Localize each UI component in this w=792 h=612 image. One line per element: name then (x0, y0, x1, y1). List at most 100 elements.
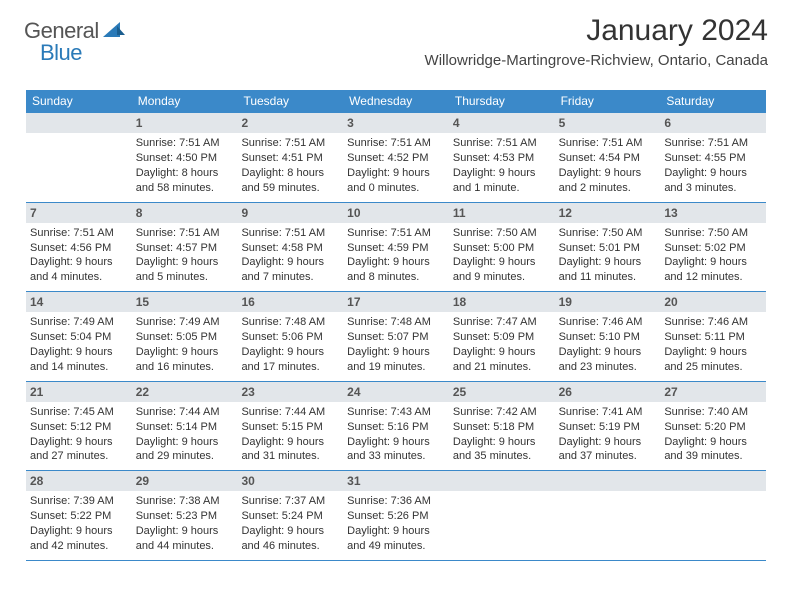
day-info-line: Daylight: 9 hours (559, 345, 657, 360)
day-cell: 27Sunrise: 7:40 AMSunset: 5:20 PMDayligh… (660, 382, 766, 471)
month-title: January 2024 (425, 14, 768, 48)
day-info-line: Sunrise: 7:51 AM (664, 136, 762, 151)
day-info-line: Daylight: 9 hours (559, 166, 657, 181)
day-info-line: Sunset: 4:51 PM (241, 151, 339, 166)
day-info-line: and 4 minutes. (30, 270, 128, 285)
day-cell: 23Sunrise: 7:44 AMSunset: 5:15 PMDayligh… (237, 382, 343, 471)
day-info-line: and 3 minutes. (664, 181, 762, 196)
day-info-line: Daylight: 9 hours (453, 345, 551, 360)
day-number: 20 (660, 292, 766, 312)
day-cell: 5Sunrise: 7:51 AMSunset: 4:54 PMDaylight… (555, 113, 661, 202)
day-number: 16 (237, 292, 343, 312)
day-info-line: Daylight: 9 hours (30, 524, 128, 539)
day-info-line: Daylight: 9 hours (241, 255, 339, 270)
day-cell: 9Sunrise: 7:51 AMSunset: 4:58 PMDaylight… (237, 203, 343, 292)
day-cell: 29Sunrise: 7:38 AMSunset: 5:23 PMDayligh… (132, 471, 238, 560)
day-info-line: Daylight: 9 hours (664, 255, 762, 270)
day-number: 30 (237, 471, 343, 491)
day-info-line: Sunrise: 7:38 AM (136, 494, 234, 509)
day-info-line: and 27 minutes. (30, 449, 128, 464)
day-number: 10 (343, 203, 449, 223)
day-info-line: Sunrise: 7:41 AM (559, 405, 657, 420)
days-of-week-header: SundayMondayTuesdayWednesdayThursdayFrid… (26, 90, 766, 113)
day-info-line: Daylight: 9 hours (347, 345, 445, 360)
day-info-line: Sunset: 5:01 PM (559, 241, 657, 256)
day-info-line: Sunrise: 7:51 AM (136, 136, 234, 151)
day-info-line: Sunrise: 7:45 AM (30, 405, 128, 420)
day-info-line: and 14 minutes. (30, 360, 128, 375)
day-cell: 1 Sunrise: 7:51 AMSunset: 4:50 PMDaylight… (132, 113, 238, 202)
day-cell: 26Sunrise: 7:41 AMSunset: 5:19 PMDayligh… (555, 382, 661, 471)
day-info-line: Sunrise: 7:51 AM (347, 226, 445, 241)
day-cell: 12Sunrise: 7:50 AMSunset: 5:01 PMDayligh… (555, 203, 661, 292)
brand-triangle-icon (103, 20, 125, 43)
day-info-line: Sunset: 5:04 PM (30, 330, 128, 345)
day-number (555, 471, 661, 491)
dow-cell: Monday (132, 90, 238, 113)
week-row: 7Sunrise: 7:51 AMSunset: 4:56 PMDaylight… (26, 203, 766, 293)
dow-cell: Tuesday (237, 90, 343, 113)
day-cell: 25Sunrise: 7:42 AMSunset: 5:18 PMDayligh… (449, 382, 555, 471)
week-row: 28Sunrise: 7:39 AMSunset: 5:22 PMDayligh… (26, 471, 766, 561)
day-info-line: Sunrise: 7:40 AM (664, 405, 762, 420)
day-info-line: Sunrise: 7:48 AM (241, 315, 339, 330)
day-number: 5 (555, 113, 661, 133)
dow-cell: Wednesday (343, 90, 449, 113)
day-info-line: Daylight: 8 hours (136, 166, 234, 181)
day-cell: 13Sunrise: 7:50 AMSunset: 5:02 PMDayligh… (660, 203, 766, 292)
day-info-line: and 49 minutes. (347, 539, 445, 554)
day-info-line: Sunset: 5:06 PM (241, 330, 339, 345)
day-info-line: Daylight: 9 hours (453, 166, 551, 181)
day-info-line: Sunset: 4:50 PM (136, 151, 234, 166)
day-info-line: and 31 minutes. (241, 449, 339, 464)
day-number: 21 (26, 382, 132, 402)
day-number: 29 (132, 471, 238, 491)
day-number: 13 (660, 203, 766, 223)
day-info-line: Daylight: 9 hours (664, 166, 762, 181)
day-info-line: Daylight: 9 hours (347, 255, 445, 270)
day-info-line: Sunrise: 7:51 AM (347, 136, 445, 151)
day-info-line: Sunset: 5:05 PM (136, 330, 234, 345)
day-info-line: and 59 minutes. (241, 181, 339, 196)
dow-cell: Saturday (660, 90, 766, 113)
dow-cell: Friday (555, 90, 661, 113)
day-number: 7 (26, 203, 132, 223)
day-cell: 17Sunrise: 7:48 AMSunset: 5:07 PMDayligh… (343, 292, 449, 381)
day-cell: 28Sunrise: 7:39 AMSunset: 5:22 PMDayligh… (26, 471, 132, 560)
day-info-line: Sunset: 5:18 PM (453, 420, 551, 435)
day-number: 9 (237, 203, 343, 223)
dow-cell: Sunday (26, 90, 132, 113)
day-number: 31 (343, 471, 449, 491)
day-number: 23 (237, 382, 343, 402)
day-number: 18 (449, 292, 555, 312)
day-cell: 11Sunrise: 7:50 AMSunset: 5:00 PMDayligh… (449, 203, 555, 292)
day-number (26, 113, 132, 133)
day-info-line: Sunset: 5:14 PM (136, 420, 234, 435)
day-number: 6 (660, 113, 766, 133)
day-number: 3 (343, 113, 449, 133)
day-number: 14 (26, 292, 132, 312)
day-info-line: and 58 minutes. (136, 181, 234, 196)
day-info-line: and 33 minutes. (347, 449, 445, 464)
day-number: 4 (449, 113, 555, 133)
day-info-line: Sunset: 4:52 PM (347, 151, 445, 166)
day-cell: 7Sunrise: 7:51 AMSunset: 4:56 PMDaylight… (26, 203, 132, 292)
day-info-line: and 17 minutes. (241, 360, 339, 375)
day-info-line: and 39 minutes. (664, 449, 762, 464)
day-info-line: Sunrise: 7:51 AM (241, 226, 339, 241)
day-info-line: Sunrise: 7:51 AM (453, 136, 551, 151)
day-info-line: Daylight: 9 hours (136, 435, 234, 450)
day-cell: 20Sunrise: 7:46 AMSunset: 5:11 PMDayligh… (660, 292, 766, 381)
day-info-line: and 8 minutes. (347, 270, 445, 285)
day-info-line: Sunrise: 7:44 AM (241, 405, 339, 420)
day-info-line: Daylight: 9 hours (30, 435, 128, 450)
day-number: 1 (132, 113, 238, 133)
day-info-line: Sunset: 4:57 PM (136, 241, 234, 256)
day-info-line: Sunset: 5:22 PM (30, 509, 128, 524)
day-info-line: Sunset: 5:09 PM (453, 330, 551, 345)
day-info-line: Sunrise: 7:36 AM (347, 494, 445, 509)
day-cell: 2Sunrise: 7:51 AMSunset: 4:51 PMDaylight… (237, 113, 343, 202)
day-number: 19 (555, 292, 661, 312)
day-info-line: Sunrise: 7:49 AM (136, 315, 234, 330)
day-info-line: Sunrise: 7:39 AM (30, 494, 128, 509)
